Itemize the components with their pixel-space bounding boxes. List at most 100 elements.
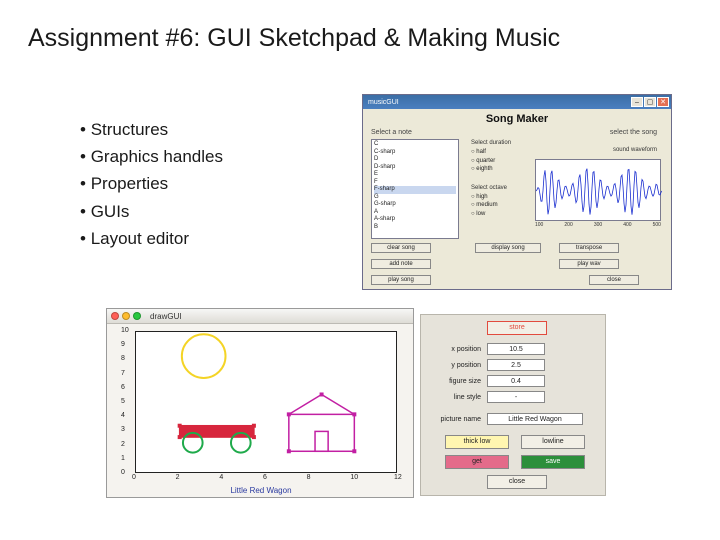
- xtick: 12: [394, 474, 402, 481]
- slide-title: Assignment #6: GUI Sketchpad & Making Mu…: [28, 24, 560, 53]
- ytick: 4: [121, 412, 125, 419]
- octave-option[interactable]: medium: [471, 201, 511, 209]
- note-option[interactable]: B: [374, 224, 456, 232]
- picname-label: picture name: [421, 416, 487, 423]
- duration-option[interactable]: eighth: [471, 165, 511, 173]
- display-song-button[interactable]: display song: [475, 243, 541, 253]
- ytick: 0: [121, 469, 125, 476]
- plot-caption: Little Red Wagon: [107, 486, 415, 495]
- thicklow-button[interactable]: thick low: [445, 435, 509, 449]
- xpos-field[interactable]: 10.5: [487, 343, 545, 355]
- minimize-button[interactable]: –: [631, 97, 643, 107]
- select-song-label: select the song: [610, 129, 657, 136]
- waveform-xticks: 100 200 300 400 500: [535, 222, 661, 228]
- figsize-label: figure size: [421, 378, 487, 385]
- ytick: 8: [121, 355, 125, 362]
- panel-close-button[interactable]: close: [487, 475, 547, 489]
- duration-label: Select duration: [471, 139, 511, 147]
- octave-label: Select octave: [471, 184, 511, 192]
- sm-close-button[interactable]: close: [589, 275, 639, 285]
- note-option[interactable]: F: [374, 179, 456, 187]
- maximize-button[interactable]: ▢: [644, 97, 656, 107]
- ytick: 10: [121, 327, 129, 334]
- mac-titlebar: drawGUI: [107, 309, 413, 324]
- drawgui-window: drawGUI Little Red Wagon 012345678910024…: [106, 308, 414, 498]
- drawgui-screenshot: drawGUI Little Red Wagon 012345678910024…: [106, 308, 606, 504]
- octave-option[interactable]: low: [471, 210, 511, 218]
- ytick: 5: [121, 398, 125, 405]
- waveform-xtick: 200: [564, 222, 572, 228]
- note-option[interactable]: E: [374, 171, 456, 179]
- traffic-zoom-icon[interactable]: [133, 312, 141, 320]
- xtick: 6: [263, 474, 267, 481]
- traffic-min-icon[interactable]: [122, 312, 130, 320]
- waveform-xtick: 500: [653, 222, 661, 228]
- bullet-item: Layout editor: [80, 225, 223, 252]
- octave-option[interactable]: high: [471, 193, 511, 201]
- waveform-xtick: 300: [594, 222, 602, 228]
- bullet-item: Structures: [80, 116, 223, 143]
- drawgui-title: drawGUI: [150, 312, 182, 321]
- ypos-field[interactable]: 2.5: [487, 359, 545, 371]
- xtick: 8: [307, 474, 311, 481]
- waveform-plot: [536, 160, 662, 222]
- ytick: 3: [121, 426, 125, 433]
- ypos-label: y position: [421, 362, 487, 369]
- add-note-button[interactable]: add note: [371, 259, 431, 269]
- linestyle-field[interactable]: -: [487, 391, 545, 403]
- waveform-xtick: 100: [535, 222, 543, 228]
- store-button[interactable]: store: [487, 321, 547, 335]
- note-option[interactable]: A-sharp: [374, 216, 456, 224]
- traffic-close-icon[interactable]: [111, 312, 119, 320]
- xtick: 2: [176, 474, 180, 481]
- note-listbox[interactable]: CC-sharpDD-sharpEFF-sharpGG-sharpAA-shar…: [371, 139, 459, 239]
- songmaker-window: musicGUI – ▢ ✕ Song Maker Select a note …: [362, 94, 672, 290]
- save-button[interactable]: save: [521, 455, 585, 469]
- get-button[interactable]: get: [445, 455, 509, 469]
- radio-groups: Select duration half quarter eighth Sele…: [471, 139, 511, 218]
- note-option[interactable]: F-sharp: [374, 186, 456, 194]
- clear-song-button[interactable]: clear song: [371, 243, 431, 253]
- ytick: 2: [121, 441, 125, 448]
- note-option[interactable]: C: [374, 141, 456, 149]
- duration-option[interactable]: half: [471, 148, 511, 156]
- songmaker-heading: Song Maker: [363, 113, 671, 125]
- note-option[interactable]: D-sharp: [374, 164, 456, 172]
- playwav-button[interactable]: play wav: [559, 259, 619, 269]
- figsize-field[interactable]: 0.4: [487, 375, 545, 387]
- xtick: 4: [219, 474, 223, 481]
- xpos-label: x position: [421, 346, 487, 353]
- songmaker-window-title: musicGUI: [365, 99, 399, 106]
- linestyle-label: line style: [421, 394, 487, 401]
- bullet-item: Graphics handles: [80, 143, 223, 170]
- ytick: 9: [121, 341, 125, 348]
- lowline-button[interactable]: lowline: [521, 435, 585, 449]
- ytick: 6: [121, 384, 125, 391]
- window-control-buttons: – ▢ ✕: [631, 97, 669, 107]
- control-panel: store x position 10.5 y position 2.5 fig…: [420, 314, 606, 496]
- bullet-item: GUIs: [80, 198, 223, 225]
- duration-option[interactable]: quarter: [471, 157, 511, 165]
- ytick: 1: [121, 455, 125, 462]
- waveform-label: sound waveform: [613, 147, 657, 153]
- bullet-list: Structures Graphics handles Properties G…: [80, 116, 223, 252]
- note-option[interactable]: C-sharp: [374, 149, 456, 157]
- waveform-xtick: 400: [623, 222, 631, 228]
- note-option[interactable]: G-sharp: [374, 201, 456, 209]
- sketch-axes[interactable]: [135, 331, 397, 473]
- note-option[interactable]: A: [374, 209, 456, 217]
- picname-field[interactable]: Little Red Wagon: [487, 413, 583, 425]
- xtick: 10: [350, 474, 358, 481]
- waveform-axes: [535, 159, 661, 221]
- close-button[interactable]: ✕: [657, 97, 669, 107]
- sketch-plot: [136, 332, 398, 474]
- bullet-item: Properties: [80, 170, 223, 197]
- transpose-button[interactable]: transpose: [559, 243, 619, 253]
- select-note-label: Select a note: [371, 129, 412, 136]
- note-option[interactable]: G: [374, 194, 456, 202]
- note-option[interactable]: D: [374, 156, 456, 164]
- xtick: 0: [132, 474, 136, 481]
- play-song-button[interactable]: play song: [371, 275, 431, 285]
- ytick: 7: [121, 370, 125, 377]
- songmaker-titlebar: musicGUI – ▢ ✕: [363, 95, 671, 109]
